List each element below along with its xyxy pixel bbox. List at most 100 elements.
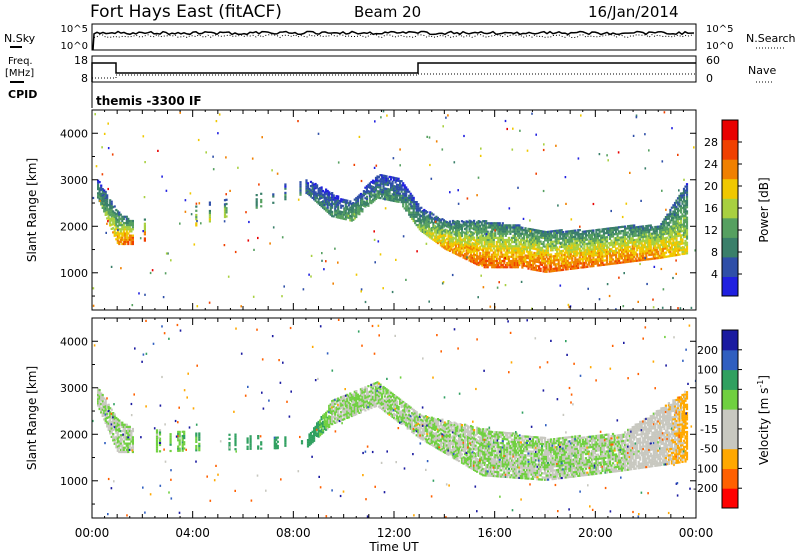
echo-cell <box>119 421 122 424</box>
echo-cell <box>542 255 545 258</box>
echo-cell <box>519 257 522 260</box>
echo-cell <box>509 230 512 233</box>
echo-cell <box>323 195 326 198</box>
echo-cell <box>388 175 391 178</box>
echo-cell <box>611 262 615 265</box>
echo-cell <box>426 225 429 228</box>
echo-cell <box>640 256 643 260</box>
echo-cell <box>329 211 332 214</box>
echo-cell <box>125 446 128 449</box>
echo-cell <box>536 265 539 268</box>
echo-cell <box>371 385 375 388</box>
echo-cell <box>371 391 375 394</box>
echo-cell <box>559 233 562 236</box>
echo-cell <box>682 219 686 222</box>
echo-cell <box>625 242 628 245</box>
echo-cell <box>464 240 467 243</box>
echo-cell <box>664 228 667 231</box>
echo-cell <box>660 239 663 242</box>
echo-cell <box>574 248 577 251</box>
echo-cell <box>565 264 568 267</box>
echo-cell <box>380 176 384 179</box>
echo-cell <box>648 237 651 240</box>
echo-cell <box>548 239 551 242</box>
echo-cell <box>116 220 119 223</box>
echo-cell <box>337 416 340 419</box>
echo-cell <box>518 251 521 254</box>
echo-cell <box>590 250 593 253</box>
echo-cell <box>379 186 382 189</box>
echo-cell <box>251 157 254 160</box>
echo-cell <box>355 392 358 395</box>
echo-cell <box>595 235 598 238</box>
echo-cell <box>380 193 384 196</box>
echo-cell <box>486 238 489 242</box>
echo-cell <box>353 411 356 414</box>
echo-cell <box>560 231 563 234</box>
echo-cell <box>350 217 353 220</box>
echo-cell <box>344 409 347 412</box>
echo-cell <box>651 241 654 244</box>
noise-right-tick-high: 10^5 <box>706 24 733 35</box>
echo-cell <box>385 194 388 197</box>
echo-cell <box>637 240 640 243</box>
echo-cell <box>550 232 553 235</box>
echo-cell <box>619 242 622 245</box>
echo-cell <box>639 234 642 237</box>
echo-cell <box>104 201 107 204</box>
echo-cell <box>625 256 628 259</box>
echo-cell <box>349 407 352 410</box>
echo-cell <box>521 251 524 254</box>
echo-cell <box>634 257 637 260</box>
echo-cell <box>504 241 507 244</box>
echo-cell <box>589 248 592 251</box>
echo-cell <box>568 257 571 260</box>
echo-cell <box>335 410 338 413</box>
echo-cell <box>678 222 681 225</box>
echo-cell <box>485 266 488 269</box>
echo-cell <box>676 201 680 204</box>
echo-cell <box>118 224 121 227</box>
echo-cell <box>414 203 417 206</box>
echo-cell <box>462 220 465 224</box>
echo-cell <box>590 231 593 234</box>
echo-cell <box>406 196 409 199</box>
echo-cell <box>382 187 385 190</box>
echo-cell <box>503 241 506 244</box>
echo-cell <box>335 209 338 212</box>
echo-cell <box>314 432 317 435</box>
echo-cell <box>485 241 488 244</box>
echo-cell <box>352 206 354 209</box>
echo-cell <box>586 257 589 260</box>
echo-cell <box>359 392 362 395</box>
echo-cell <box>451 251 455 254</box>
echo-cell <box>195 434 198 437</box>
echo-cell <box>335 408 338 411</box>
echo-cell <box>364 386 367 389</box>
echo-cell <box>365 389 368 393</box>
echo-cell <box>113 438 116 441</box>
echo-cell <box>608 252 612 255</box>
echo-cell <box>358 211 361 214</box>
echo-cell <box>346 402 349 405</box>
echo-cell <box>100 403 103 406</box>
echo-cell <box>547 258 550 261</box>
echo-cell <box>621 236 624 239</box>
echo-cell <box>177 430 180 433</box>
echo-cell <box>648 233 651 236</box>
echo-cell <box>115 437 118 441</box>
echo-cell <box>98 195 101 198</box>
echo-cell <box>483 222 486 225</box>
echo-cell <box>587 259 590 262</box>
echo-cell <box>533 237 536 240</box>
echo-cell <box>331 212 334 216</box>
echo-cell <box>349 219 352 222</box>
echo-cell <box>601 230 604 233</box>
echo-cell <box>630 249 633 252</box>
echo-cell <box>329 207 332 210</box>
echo-cell <box>541 263 544 266</box>
echo-cell <box>388 180 391 183</box>
echo-cell <box>433 239 436 242</box>
echo-cell <box>489 234 492 237</box>
echo-cell <box>131 442 134 445</box>
